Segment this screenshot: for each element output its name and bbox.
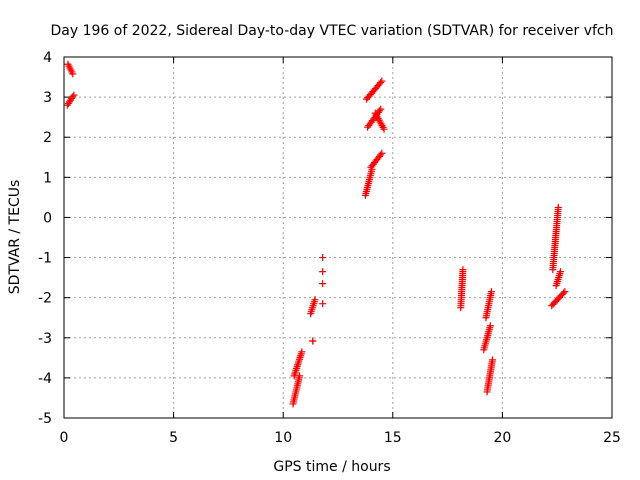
y-tick-label: 1: [43, 170, 52, 186]
data-point: [319, 300, 327, 308]
data-point: [377, 79, 385, 87]
x-tick-label: 10: [274, 430, 292, 446]
chart-title: Day 196 of 2022, Sidereal Day-to-day VTE…: [50, 23, 613, 39]
data-point: [380, 125, 388, 133]
y-tick-label: -1: [38, 251, 52, 267]
y-tick-label: 3: [43, 90, 52, 106]
data-point: [556, 268, 564, 276]
data-point: [554, 203, 562, 211]
y-tick-label: -4: [38, 371, 52, 387]
data-point: [377, 151, 385, 159]
data-point: [309, 337, 317, 345]
data-point: [561, 288, 569, 296]
data-point: [70, 91, 78, 99]
plot-frame: [63, 56, 613, 419]
data-point: [486, 322, 494, 330]
grid: [64, 57, 612, 418]
data-point: [319, 254, 327, 262]
data-point: [489, 356, 497, 364]
x-tick-label: 15: [384, 430, 402, 446]
data-point: [298, 348, 306, 356]
y-tick-label: 4: [43, 50, 52, 66]
y-tick-label: -5: [38, 411, 52, 427]
data-point: [378, 77, 386, 85]
y-tick-label: -3: [38, 331, 52, 347]
y-tick-label: 2: [43, 130, 52, 146]
y-axis-label: SDTVAR / TECUs: [7, 180, 23, 295]
data-point: [69, 93, 77, 101]
data-point: [311, 296, 319, 304]
x-tick-label: 25: [603, 430, 621, 446]
data-point: [459, 266, 467, 274]
data-points: [63, 60, 569, 408]
data-point: [487, 288, 495, 296]
data-point: [319, 268, 327, 276]
x-axis-label: GPS time / hours: [273, 459, 390, 475]
data-point: [319, 280, 327, 288]
x-tick-label: 5: [169, 430, 178, 446]
data-point: [378, 149, 386, 157]
y-tick-label: 0: [43, 210, 52, 226]
data-point: [377, 105, 385, 113]
x-tick-label: 20: [493, 430, 511, 446]
x-tick-label: 0: [60, 430, 69, 446]
y-tick-label: -2: [38, 291, 52, 307]
axis-ticks: 0 5 10 15 20 25 -5 -4 -3 -2 -1 0 1 2 3 4: [38, 50, 621, 446]
data-point: [560, 289, 568, 297]
data-point: [69, 70, 77, 78]
data-point: [376, 107, 384, 115]
